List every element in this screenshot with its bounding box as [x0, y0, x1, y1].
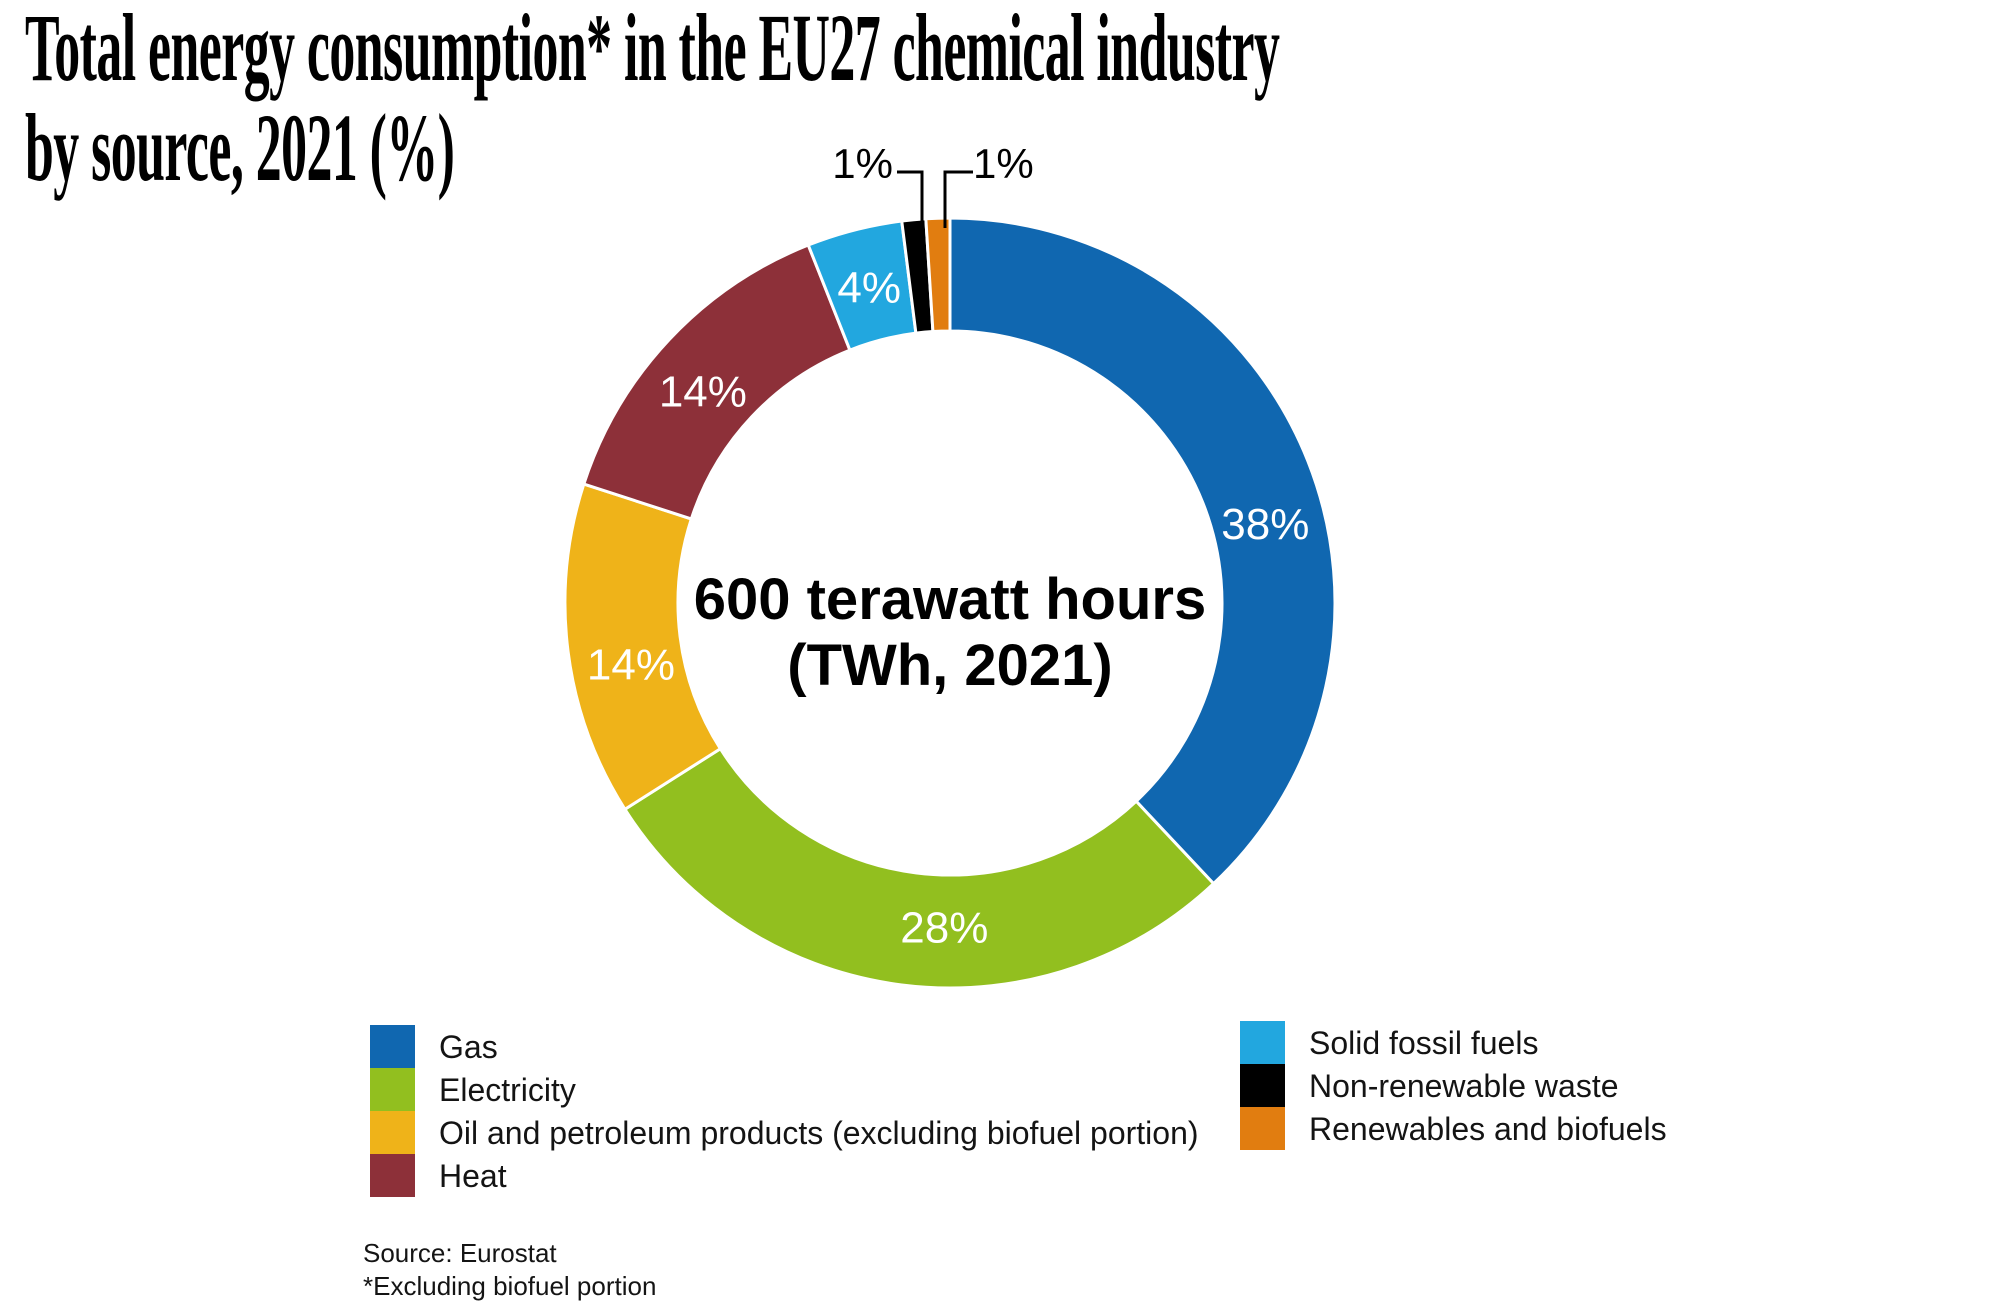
donut-value-label-non-renewable-waste: 1% [832, 140, 893, 187]
leader-line-renewables-and-biofuels [943, 170, 973, 228]
legend-item-heat: Heat [370, 1154, 1199, 1197]
donut-value-label-oil: 14% [587, 641, 675, 690]
page-title-line2: by source, 2021 (%) [25, 94, 455, 201]
legend-swatch-solid-fossil-fuels [1240, 1021, 1285, 1064]
legend-right-column: Solid fossil fuels Non-renewable waste Ren… [1240, 1021, 1667, 1150]
donut-segment-electricity [622, 746, 1216, 990]
donut-center-label-line2: (TWh, 2021) [787, 633, 1113, 698]
page-title: Total energy consumption* in the EU27 ch… [25, 0, 1280, 201]
source-line: Source: Eurostat [363, 1238, 557, 1268]
leader-line-non-renewable-waste [897, 170, 924, 228]
legend-item-electricity: Electricity [370, 1068, 1199, 1111]
legend-label-gas: Gas [439, 1028, 498, 1065]
legend-label-non-renewable-waste: Non-renewable waste [1309, 1067, 1619, 1104]
donut-value-label-gas: 38% [1221, 500, 1309, 549]
donut-value-label-solid-fossil-fuels: 4% [837, 264, 901, 313]
donut-value-label-electricity: 28% [900, 903, 988, 952]
donut-value-label-renewables-and-biofuels: 1% [973, 140, 1034, 187]
legend-swatch-renewables-and-biofuels [1240, 1107, 1285, 1150]
legend-label-heat: Heat [439, 1157, 507, 1194]
source-note: Source: Eurostat *Excluding biofuel port… [363, 1237, 656, 1303]
legend-item-non-renewable-waste: Non-renewable waste [1240, 1064, 1667, 1107]
legend-label-solid-fossil-fuels: Solid fossil fuels [1309, 1024, 1539, 1061]
page-title-line1: Total energy consumption* in the EU27 ch… [25, 0, 1280, 101]
legend-left-column: Gas Electricity Oil and petroleum products… [370, 1025, 1199, 1197]
legend-item-solid-fossil-fuels: Solid fossil fuels [1240, 1021, 1667, 1064]
legend-label-oil: Oil and petroleum products (excluding bi… [439, 1114, 1199, 1151]
donut-segment-gas [948, 216, 1337, 886]
donut-center-label: 600 terawatt hours (TWh, 2021) [550, 567, 1350, 699]
legend-swatch-gas [370, 1025, 415, 1068]
donut-center-label-line1: 600 terawatt hours [693, 567, 1207, 632]
donut-value-label-heat: 14% [659, 367, 747, 416]
legend-label-electricity: Electricity [439, 1071, 576, 1108]
legend-swatch-electricity [370, 1068, 415, 1111]
donut-segment-renewables-and-biofuels [924, 216, 952, 334]
legend-swatch-heat [370, 1154, 415, 1197]
legend-item-oil: Oil and petroleum products (excluding bi… [370, 1111, 1199, 1154]
legend-swatch-oil [370, 1111, 415, 1154]
legend-label-renewables-and-biofuels: Renewables and biofuels [1309, 1110, 1667, 1147]
footnote-line: *Excluding biofuel portion [363, 1271, 657, 1301]
legend-item-renewables-and-biofuels: Renewables and biofuels [1240, 1107, 1667, 1150]
legend-item-gas: Gas [370, 1025, 1199, 1068]
legend-swatch-non-renewable-waste [1240, 1064, 1285, 1107]
